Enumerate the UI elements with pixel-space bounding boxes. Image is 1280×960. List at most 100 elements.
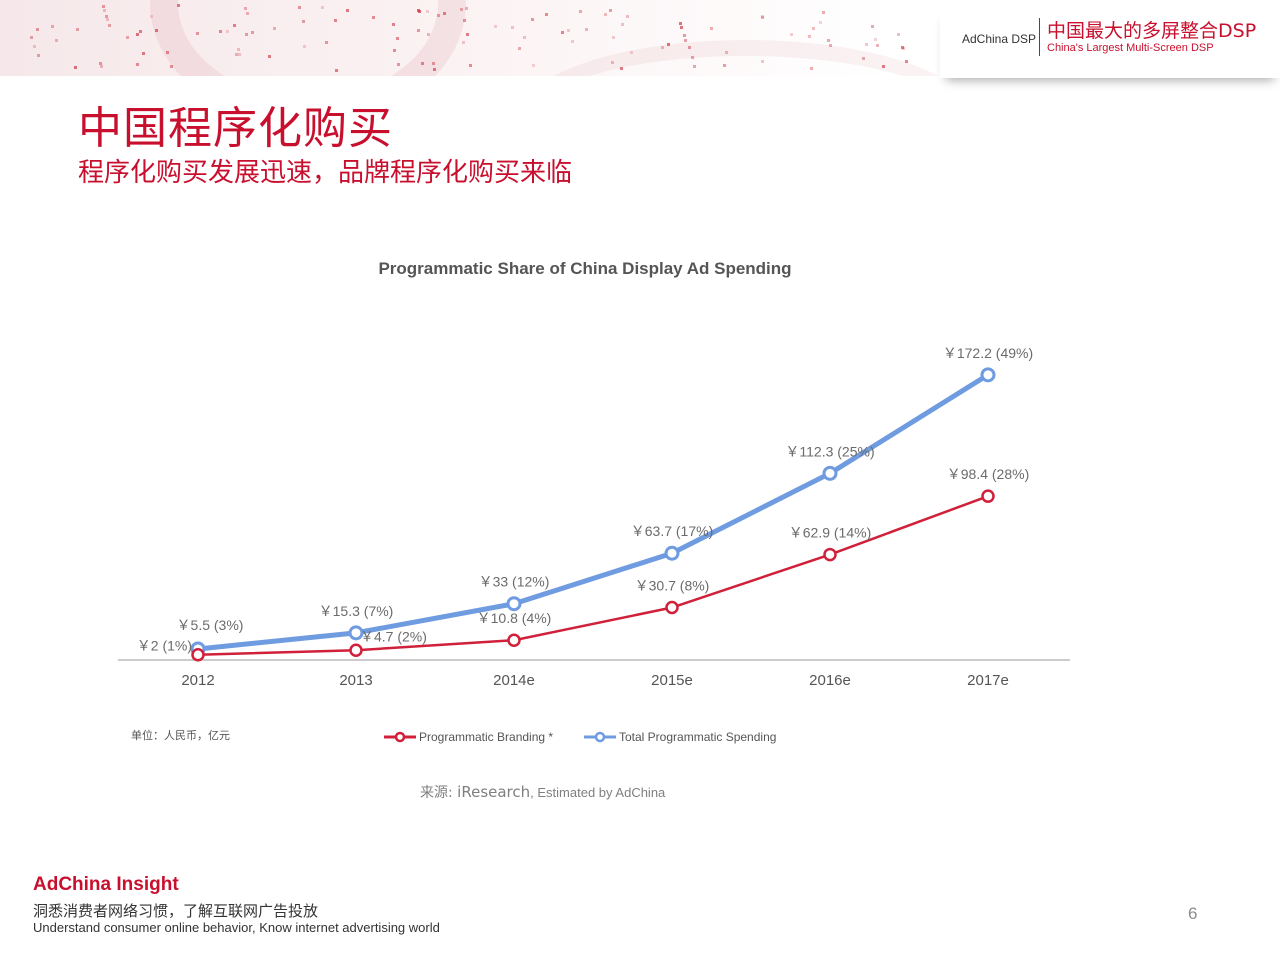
decorative-dot (822, 10, 826, 14)
decorative-dot (760, 15, 764, 19)
decorative-dot (104, 14, 108, 18)
decorative-dot (882, 65, 886, 69)
decorative-dot (511, 25, 515, 29)
decorative-dot (905, 59, 909, 63)
legend-marker (594, 731, 606, 743)
decorative-dot (346, 9, 350, 13)
decorative-dot (238, 53, 242, 57)
decorative-dot (244, 33, 248, 37)
decorative-dot (372, 16, 376, 20)
decorative-dot (37, 53, 41, 57)
decorative-dot (874, 37, 878, 41)
decorative-dot (862, 56, 866, 60)
page-title: 中国程序化购买 (78, 103, 393, 154)
data-point (664, 545, 680, 561)
decorative-dot (625, 15, 629, 19)
brand-divider (1039, 18, 1040, 56)
decorative-dot (865, 43, 868, 47)
decorative-dot (325, 40, 329, 44)
decorative-dot (135, 63, 139, 67)
decorative-dot (234, 52, 238, 56)
decorative-dot (141, 52, 145, 56)
decorative-dot (461, 41, 465, 44)
decorative-dot (682, 34, 686, 38)
data-label: ￥15.3 (7%) (319, 603, 394, 619)
decorative-dot (459, 8, 463, 12)
decorative-dot (136, 33, 140, 37)
decorative-dot (165, 50, 169, 54)
source-note: 来源: iResearch, Estimated by AdChina (420, 782, 665, 802)
decorative-dot (579, 9, 583, 13)
decorative-dot (320, 5, 324, 9)
decorative-dot (100, 65, 104, 69)
decorative-dot (139, 29, 142, 33)
decorative-dot (629, 50, 633, 54)
brand-name: AdChina DSP (962, 32, 1037, 46)
unit-note: 单位：人民币，亿元 (131, 728, 230, 742)
decorative-dot (760, 15, 764, 19)
data-label: ￥5.5 (3%) (177, 617, 244, 633)
data-label: ￥172.2 (49%) (943, 345, 1033, 361)
data-point (665, 600, 679, 615)
decorative-dot (660, 46, 664, 50)
data-label: ￥33 (12%) (479, 574, 550, 590)
data-point (822, 465, 838, 481)
decorative-dot (870, 25, 874, 29)
decorative-dot (395, 36, 399, 40)
decorative-dot (420, 62, 424, 66)
decorative-dot (611, 36, 615, 40)
x-tick-label: 2012 (181, 672, 214, 689)
decorative-dot (391, 22, 395, 26)
footer-tagline-en: Understand consumer online behavior, Kno… (33, 920, 440, 935)
decorative-dot (55, 39, 59, 43)
brand-slogan-cn: 中国最大的多屏整合DSP (1047, 20, 1257, 42)
decorative-dot (560, 30, 564, 34)
decorative-dot (667, 42, 671, 46)
decorative-dot (244, 7, 248, 11)
data-label: ￥98.4 (28%) (947, 466, 1029, 482)
decorative-dot (584, 28, 588, 32)
decorative-dot (33, 44, 37, 48)
decorative-dot (683, 38, 687, 42)
series-line (197, 495, 989, 656)
decorative-dot (680, 26, 684, 30)
data-point (823, 547, 837, 562)
decorative-dot (608, 9, 612, 13)
decorative-dot (397, 63, 401, 66)
decorative-dot (570, 39, 574, 43)
decorative-dot (250, 30, 254, 34)
decorative-dot (154, 28, 158, 32)
data-point (981, 489, 995, 503)
decorative-dot (466, 32, 470, 36)
decorative-dot (333, 19, 337, 23)
decorative-dot (125, 35, 129, 39)
decorative-dot (105, 17, 109, 21)
legend-label: Programmatic Branding * (419, 730, 553, 744)
decorative-dot (604, 12, 608, 16)
data-label: ￥63.7 (17%) (631, 523, 713, 539)
brand-banner: AdChina DSP 中国最大的多屏整合DSP China's Largest… (940, 6, 1280, 78)
decorative-dot (74, 65, 78, 69)
data-label: ￥2 (1%) (137, 638, 192, 654)
decorative-dot (431, 61, 435, 65)
decorative-dot (620, 67, 624, 71)
data-point (506, 596, 522, 612)
legend-marker (394, 731, 406, 743)
footer-brand: AdChina Insight (33, 874, 179, 895)
decorative-dot (426, 9, 430, 13)
decorative-dot (545, 12, 549, 16)
decorative-dot (531, 18, 535, 22)
data-label: ￥30.7 (8%) (635, 578, 710, 594)
decorative-dot (417, 8, 421, 12)
decorative-dot (36, 27, 40, 31)
decorative-dot (102, 8, 106, 12)
footer-tagline-cn: 洞悉消费者网络习惯，了解互联网广告投放 (33, 902, 319, 920)
page-subtitle: 程序化购买发展迅速，品牌程序化购买来临 (78, 158, 573, 188)
decorative-dot (150, 14, 154, 18)
decorative-dot (335, 68, 339, 72)
decorative-dot (897, 33, 901, 37)
x-tick-label: 2015e (651, 672, 693, 689)
decorative-dot (99, 62, 103, 65)
decorative-dot (107, 24, 111, 28)
series-line (197, 372, 990, 652)
